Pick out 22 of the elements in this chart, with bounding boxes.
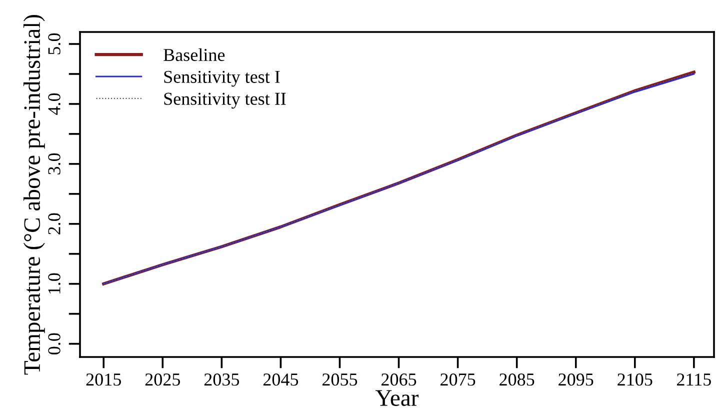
x-tick-label: 2045 xyxy=(263,373,298,386)
x-axis-title: Year xyxy=(376,390,419,406)
x-tick-label: 2025 xyxy=(145,373,180,386)
x-tick-label: 2085 xyxy=(500,373,534,386)
x-tick-label: 2105 xyxy=(618,373,652,386)
y-tick-label: 1.0 xyxy=(48,273,60,294)
y-tick-label: 5.0 xyxy=(48,33,60,54)
y-tick-label: 2.0 xyxy=(48,213,60,234)
x-tick-label: 2115 xyxy=(677,374,711,386)
x-tick-label: 2035 xyxy=(204,373,240,386)
x-tick-label: 2055 xyxy=(322,373,358,386)
legend-label: Baseline xyxy=(164,48,225,62)
y-tick-label: 3.0 xyxy=(48,153,60,174)
legend-label: Sensitivity test I xyxy=(164,70,280,87)
x-tick-label: 2095 xyxy=(558,373,594,386)
y-tick-label: 0.0 xyxy=(48,333,60,354)
legend-label: Sensitivity test II xyxy=(164,92,286,109)
x-tick-label: 2065 xyxy=(382,373,416,386)
x-tick-label: 2075 xyxy=(440,373,476,386)
y-axis-title: Temperature (°C above pre-industrial) xyxy=(23,14,45,375)
y-tick-label: 4.0 xyxy=(48,93,60,115)
x-tick-label: 2015 xyxy=(86,373,121,386)
